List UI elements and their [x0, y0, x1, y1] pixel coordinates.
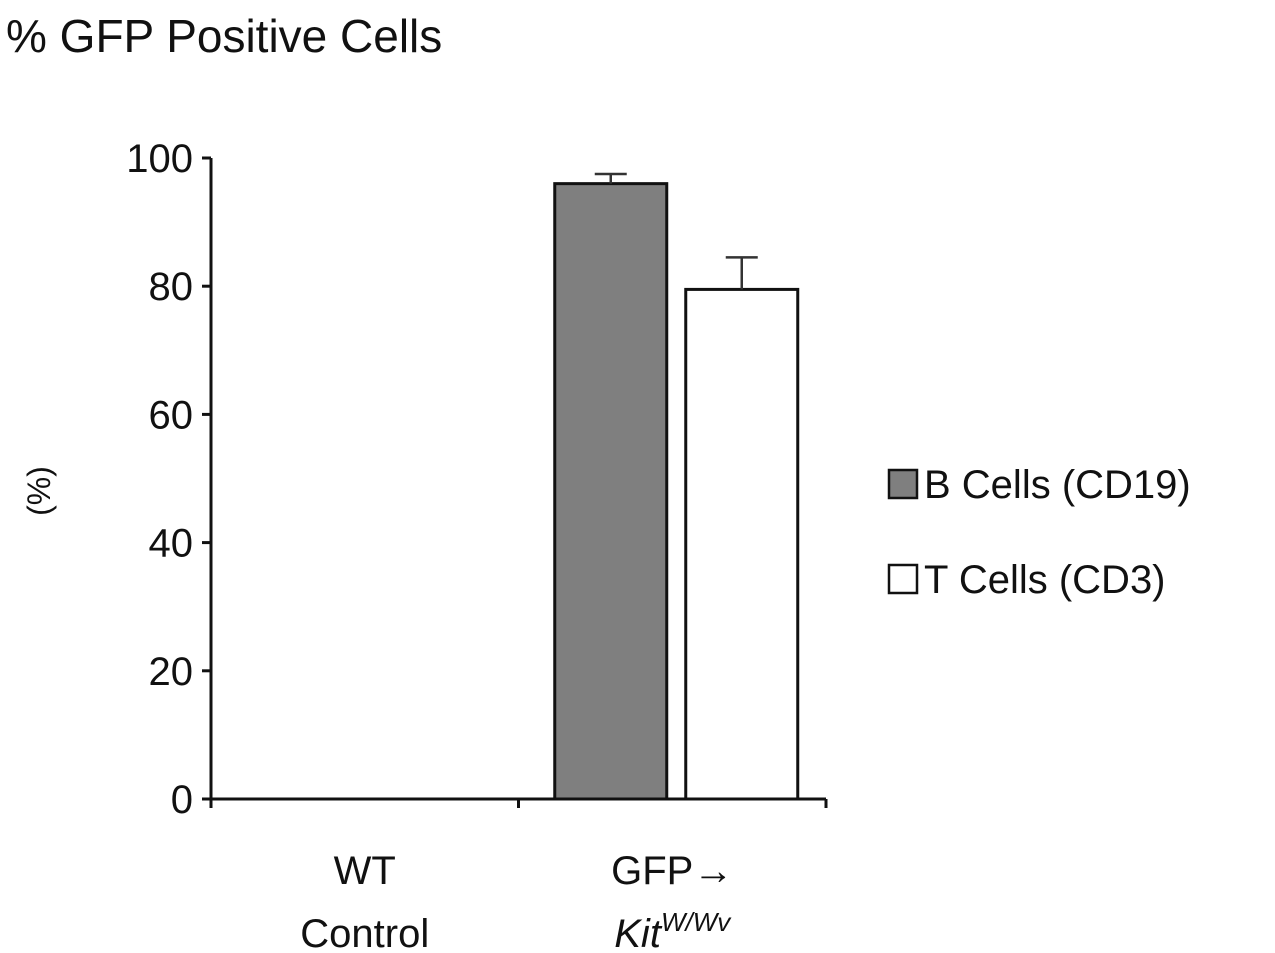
x-tick-label: WT: [334, 849, 396, 893]
y-axis-label: (%): [21, 466, 57, 516]
chart-title: % GFP Positive Cells: [6, 10, 442, 62]
x-tick-label: KitW/Wv: [614, 907, 732, 953]
y-tick-label: 40: [149, 522, 194, 566]
legend: B Cells (CD19) T Cells (CD3): [887, 463, 1191, 602]
x-tick-label: GFP→: [611, 849, 733, 893]
legend-swatch: [887, 563, 919, 595]
bar: [684, 287, 800, 801]
y-tick-label: 80: [149, 265, 194, 309]
x-tick-label-superscript: W/Wv: [661, 907, 732, 937]
legend-label: T Cells (CD3): [924, 558, 1166, 602]
legend-swatch: [887, 468, 919, 500]
y-tick-label: 0: [171, 778, 193, 822]
x-tick-label-base: Kit: [614, 912, 663, 953]
y-tick-label: 100: [126, 137, 193, 181]
legend-label: B Cells (CD19): [924, 463, 1191, 507]
x-tick-label: Control: [300, 912, 429, 953]
y-tick-label: 20: [149, 650, 194, 694]
y-tick-label: 60: [149, 393, 194, 437]
x-tick-label-base: Control: [300, 912, 429, 953]
bar: [553, 182, 669, 801]
plot-area: 0 20 40 60 80 100 WT Control GFP→ KitW/Wv: [126, 137, 828, 953]
